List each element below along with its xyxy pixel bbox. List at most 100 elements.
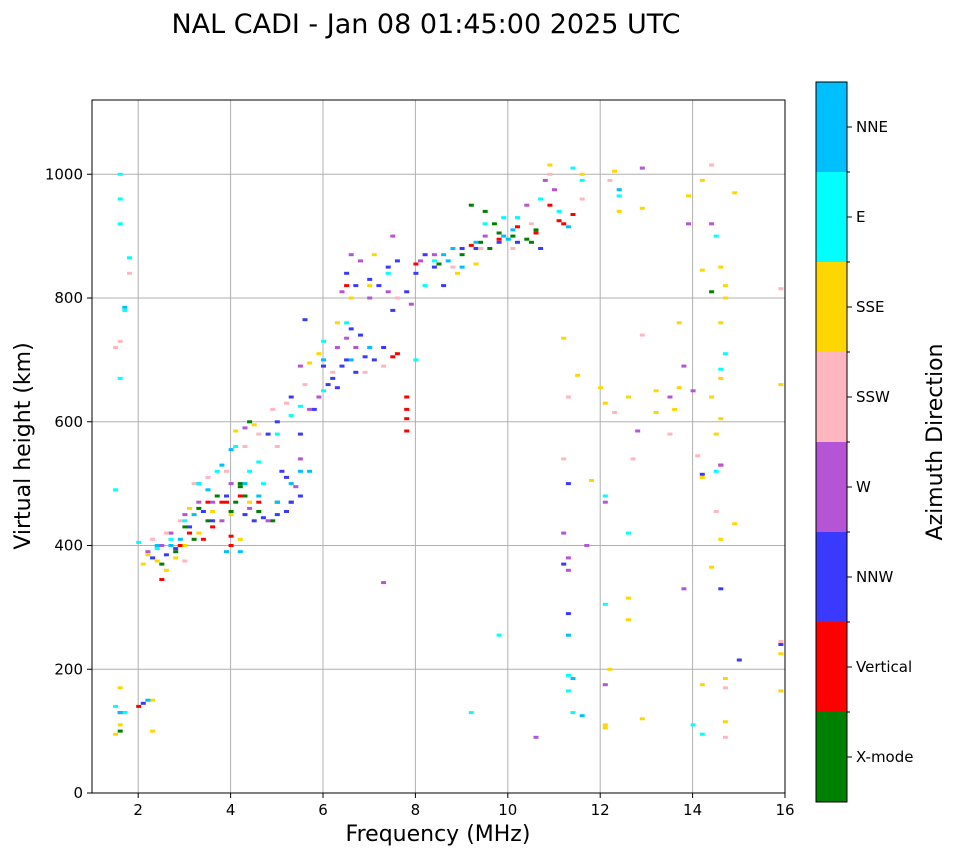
data-point: [150, 537, 156, 541]
x-axis-ticks: 2 4 6 8 10 12 14 16: [133, 793, 795, 819]
data-point: [602, 494, 608, 498]
data-point: [127, 256, 132, 260]
data-point: [117, 686, 123, 690]
data-point: [736, 658, 742, 662]
data-point: [233, 500, 239, 504]
data-point: [625, 596, 631, 600]
data-point: [256, 494, 262, 498]
data-point: [404, 429, 410, 433]
data-point: [385, 265, 391, 269]
data-point: [413, 271, 419, 275]
colorbar-tick-label: NNE: [856, 118, 888, 136]
data-point: [778, 287, 784, 291]
data-point: [182, 519, 188, 523]
data-point: [284, 401, 289, 405]
data-point: [482, 222, 488, 226]
data-point: [496, 633, 502, 637]
data-point: [256, 510, 262, 513]
data-point: [565, 673, 571, 677]
data-point: [136, 704, 142, 708]
data-point: [639, 717, 645, 721]
y-tick-label: 600: [54, 413, 83, 431]
data-point: [722, 352, 728, 356]
data-point: [297, 432, 303, 436]
data-point: [561, 222, 567, 226]
data-point: [265, 519, 271, 523]
data-point: [681, 364, 687, 368]
data-point: [256, 500, 262, 504]
data-point: [344, 271, 350, 275]
data-point: [117, 197, 123, 201]
data-point: [177, 544, 183, 547]
data-point: [177, 519, 183, 523]
data-point: [191, 482, 197, 486]
data-point: [450, 247, 456, 250]
data-point: [284, 475, 289, 479]
data-point: [482, 234, 488, 238]
data-point: [570, 677, 576, 680]
colorbar-frame: [815, 81, 848, 803]
data-point: [224, 550, 229, 554]
x-tick-label: 8: [411, 801, 421, 819]
data-point: [237, 482, 243, 486]
data-point: [473, 240, 479, 244]
data-point: [330, 376, 336, 380]
data-point: [468, 243, 474, 247]
data-point: [117, 723, 123, 727]
colorbar-tick-label: SSW: [856, 388, 890, 406]
y-tick-label: 200: [54, 660, 83, 678]
data-point: [505, 237, 511, 241]
data-point: [381, 581, 387, 585]
data-point: [196, 500, 202, 504]
data-point: [561, 336, 567, 340]
grid-lines: [92, 100, 786, 794]
x-tick-label: 6: [318, 801, 328, 819]
data-point: [533, 735, 539, 739]
colorbar-tick-label: Vertical: [856, 658, 912, 676]
data-point: [297, 494, 303, 498]
data-point: [348, 358, 354, 362]
data-point: [159, 544, 165, 547]
data-point: [394, 352, 400, 356]
data-point: [117, 172, 123, 176]
colorbar-segment: [816, 622, 847, 712]
data-point: [565, 482, 571, 486]
data-point: [699, 472, 705, 476]
data-point: [709, 290, 715, 294]
data-point: [441, 253, 447, 257]
data-point: [182, 513, 188, 517]
data-point: [639, 333, 645, 337]
data-point: [274, 500, 280, 504]
data-point: [224, 469, 229, 473]
data-point: [168, 537, 174, 541]
x-axis-label: Frequency (MHz): [346, 822, 531, 847]
data-point: [602, 726, 608, 730]
data-point: [260, 516, 266, 520]
data-point: [367, 296, 373, 300]
data-point: [718, 537, 724, 541]
data-point: [224, 500, 229, 504]
data-point: [418, 259, 423, 263]
data-point: [242, 513, 248, 517]
data-point: [307, 407, 313, 411]
data-point: [404, 407, 410, 411]
data-point: [589, 479, 594, 482]
data-point: [561, 562, 567, 566]
data-point: [699, 732, 705, 736]
data-point: [699, 475, 705, 479]
data-point: [459, 265, 465, 269]
data-point: [699, 683, 705, 687]
data-point: [214, 494, 220, 498]
colorbar-segment: [816, 532, 847, 622]
data-point: [639, 206, 645, 210]
data-point: [297, 364, 303, 368]
data-point: [450, 265, 456, 269]
data-point: [667, 432, 673, 436]
data-point: [459, 247, 465, 250]
data-point: [713, 234, 719, 238]
data-point: [219, 500, 225, 504]
data-point: [602, 401, 608, 405]
data-point: [547, 172, 553, 176]
data-point: [570, 213, 576, 216]
